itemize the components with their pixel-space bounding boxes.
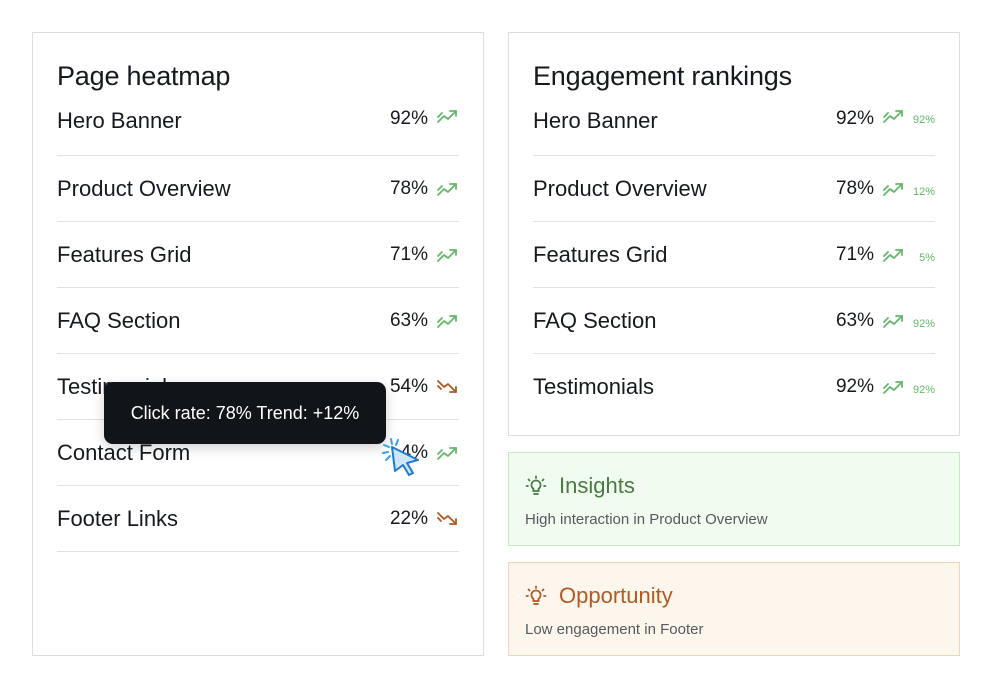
rankings-row-label: Testimonials: [533, 374, 655, 399]
heatmap-row[interactable]: Footer Links 22%: [57, 486, 459, 552]
rankings-row-label: FAQ Section: [533, 307, 657, 333]
insights-panel: Insights High interaction in Product Ove…: [508, 452, 960, 546]
heatmap-row-pct: 71%: [389, 243, 428, 265]
trend-up-icon: [437, 181, 459, 197]
insights-text: High interaction in Product Overview: [525, 511, 768, 528]
heatmap-row[interactable]: FAQ Section 63%: [57, 288, 459, 354]
rankings-row-delta: 92%: [912, 384, 935, 396]
opportunity-header: Opportunity: [525, 583, 943, 609]
heatmap-row-label: Footer Links: [57, 505, 179, 531]
heatmap-row[interactable]: Features Grid 71%: [57, 222, 459, 288]
trend-up-icon: [883, 247, 905, 263]
opportunity-text: Low engagement in Footer: [525, 621, 704, 638]
rankings-row-delta: 5%: [919, 251, 935, 264]
trend-up-icon: [437, 108, 459, 124]
heatmap-row-pct: 92%: [389, 108, 428, 129]
opportunity-title: Opportunity: [559, 583, 673, 608]
opportunity-panel: Opportunity Low engagement in Footer: [508, 562, 960, 656]
rankings-row-pct: 71%: [835, 243, 874, 265]
trend-up-icon: [437, 445, 459, 461]
cursor-pointer-icon: [380, 436, 424, 476]
trend-up-icon: [883, 379, 905, 395]
heatmap-row[interactable]: Hero Banner 92%: [57, 108, 459, 156]
rankings-row-label: Features Grid: [533, 241, 668, 267]
heatmap-row[interactable]: Product Overview 78%: [57, 156, 459, 222]
rankings-row-pct: 63%: [835, 309, 874, 331]
rankings-row[interactable]: Features Grid 71% 5%: [533, 222, 935, 288]
heatmap-row-label: FAQ Section: [57, 307, 181, 333]
rankings-row[interactable]: FAQ Section 63% 92%: [533, 288, 935, 354]
trend-up-icon: [883, 313, 905, 329]
insights-title: Insights: [559, 473, 635, 498]
trend-up-icon: [883, 181, 905, 197]
trend-down-icon: [437, 379, 459, 395]
rankings-row-label: Product Overview: [533, 175, 707, 201]
trend-down-icon: [437, 511, 459, 527]
rankings-title: Engagement rankings: [533, 61, 792, 91]
heatmap-row-pct: 78%: [389, 177, 428, 199]
rankings-list: Hero Banner 92% 92% Product Overview 78%…: [533, 108, 935, 420]
heatmap-list: Hero Banner 92% Product Overview 78% Fea…: [57, 108, 459, 552]
trend-up-icon: [883, 108, 905, 124]
rankings-row[interactable]: Hero Banner 92% 92%: [533, 108, 935, 156]
rankings-row-pct: 92%: [835, 108, 874, 129]
trend-up-icon: [437, 313, 459, 329]
rankings-row-delta: 12%: [912, 185, 935, 198]
rankings-row-delta: 92%: [912, 317, 935, 330]
rankings-row-pct: 78%: [835, 177, 874, 199]
heatmap-row-pct: 63%: [389, 309, 428, 331]
heatmap-title: Page heatmap: [57, 61, 231, 91]
page-heatmap-card: Page heatmap Hero Banner 92% Product Ove…: [32, 32, 484, 656]
rankings-row[interactable]: Testimonials 92% 92%: [533, 354, 935, 420]
heatmap-row-label: Features Grid: [57, 241, 192, 267]
rankings-row-label: Hero Banner: [533, 108, 658, 133]
hover-tooltip: Click rate: 78% Trend: +12%: [104, 382, 386, 444]
engagement-rankings-card: Engagement rankings Hero Banner 92% 92% …: [508, 32, 960, 436]
lightbulb-icon: [525, 475, 547, 497]
rankings-row-delta: 92%: [912, 114, 935, 126]
heatmap-row-pct: 54%: [389, 375, 428, 397]
insights-header: Insights: [525, 473, 943, 499]
heatmap-row-label: Product Overview: [57, 175, 231, 201]
heatmap-row-label: Hero Banner: [57, 108, 182, 133]
rankings-row[interactable]: Product Overview 78% 12%: [533, 156, 935, 222]
trend-up-icon: [437, 247, 459, 263]
lightbulb-icon: [525, 585, 547, 607]
heatmap-row-pct: 22%: [389, 507, 428, 529]
rankings-row-pct: 92%: [835, 376, 874, 397]
